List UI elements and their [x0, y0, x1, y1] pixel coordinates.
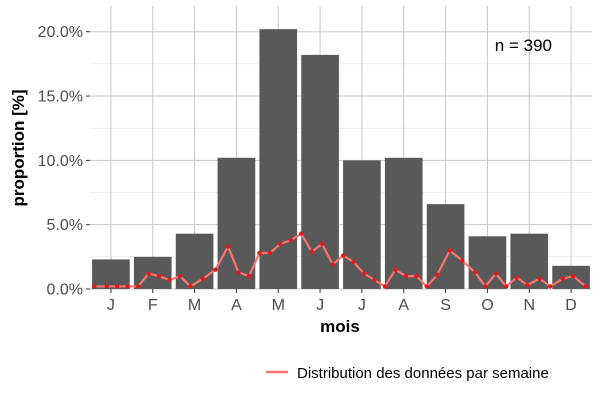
weekly-series-point [91, 284, 97, 289]
weekly-series-point [447, 248, 452, 253]
x-axis-title: mois [320, 317, 360, 336]
x-tick-label: J [107, 297, 115, 314]
weekly-series-point [330, 262, 335, 267]
bars [92, 29, 590, 290]
weekly-series-point [460, 258, 465, 263]
weekly-series-point [156, 273, 162, 279]
weekly-series-point [537, 276, 542, 281]
x-tick-label: M [272, 297, 285, 314]
weekly-series-point [236, 270, 241, 275]
weekly-series-point [583, 284, 588, 289]
weekly-series-point [104, 284, 109, 289]
weekly-series-point [278, 241, 283, 247]
weekly-series-point [299, 231, 304, 236]
y-tick-label: 15.0% [38, 89, 83, 106]
weekly-series-point [125, 284, 130, 289]
x-tick-label: M [188, 297, 201, 314]
y-axis: 0.0% 5.0% 10.0% 15.0% 20.0% [38, 24, 90, 299]
weekly-series [91, 231, 588, 289]
x-tick-label: A [231, 297, 242, 314]
weekly-series-line [94, 232, 587, 288]
weekly-series-point [570, 273, 576, 279]
weekly-series-point [472, 270, 478, 275]
weekly-series-point [200, 276, 206, 281]
weekly-series-point [524, 282, 530, 288]
bar [92, 259, 130, 289]
x-tick-label: J [358, 297, 366, 314]
weekly-series-point [257, 250, 262, 256]
weekly-series-point [560, 276, 565, 281]
weekly-series-point [483, 284, 488, 289]
bar [343, 160, 381, 289]
bar [384, 157, 423, 289]
weekly-series-point [393, 267, 398, 272]
weekly-series-point [514, 275, 519, 280]
bar [175, 233, 214, 289]
weekly-series-point [288, 237, 293, 243]
y-tick-label: 5.0% [47, 217, 83, 234]
weekly-series-point [177, 273, 183, 279]
legend-label: Distribution des données par semaine [297, 365, 549, 382]
x-tick-label: F [148, 297, 158, 314]
weekly-series-point [361, 271, 367, 276]
weekly-series-point [424, 284, 429, 289]
weekly-series-point [267, 250, 273, 256]
weekly-series-point [382, 284, 388, 289]
weekly-series-point [414, 273, 419, 279]
y-tick-label: 10.0% [38, 153, 83, 170]
bar [259, 29, 298, 290]
weekly-series-point [547, 284, 553, 289]
weekly-series-point [135, 284, 141, 289]
bar [301, 54, 339, 289]
weekly-series-point [146, 271, 151, 276]
x-tick-label: N [523, 297, 535, 314]
weekly-series-point [225, 244, 231, 249]
x-tick-label: O [481, 297, 493, 314]
weekly-series-point [319, 241, 325, 247]
weekly-series-point [309, 249, 314, 254]
weekly-series-point [340, 253, 346, 258]
weekly-series-point [246, 273, 252, 279]
y-axis-title: proportion [%] [9, 89, 28, 206]
legend: Distribution des données par semaine [266, 365, 549, 382]
x-tick-label: A [398, 297, 409, 314]
sample-size-annotation: n = 390 [495, 36, 552, 55]
x-tick-label: S [440, 297, 451, 314]
weekly-series-point [493, 271, 498, 276]
weekly-series-point [351, 259, 356, 265]
bar [426, 204, 465, 289]
weekly-series-point [213, 267, 218, 272]
x-tick-label: D [565, 297, 577, 314]
weekly-series-point [167, 277, 172, 283]
weekly-series-point [188, 284, 193, 289]
weekly-series-point [114, 284, 120, 289]
y-tick-label: 20.0% [38, 24, 83, 41]
weekly-series-point [435, 272, 440, 278]
weekly-series-point [403, 273, 409, 279]
weekly-series-point [504, 284, 509, 289]
x-tick-label: J [316, 297, 324, 314]
y-tick-label: 0.0% [47, 282, 83, 299]
weekly-series-point [372, 277, 377, 283]
